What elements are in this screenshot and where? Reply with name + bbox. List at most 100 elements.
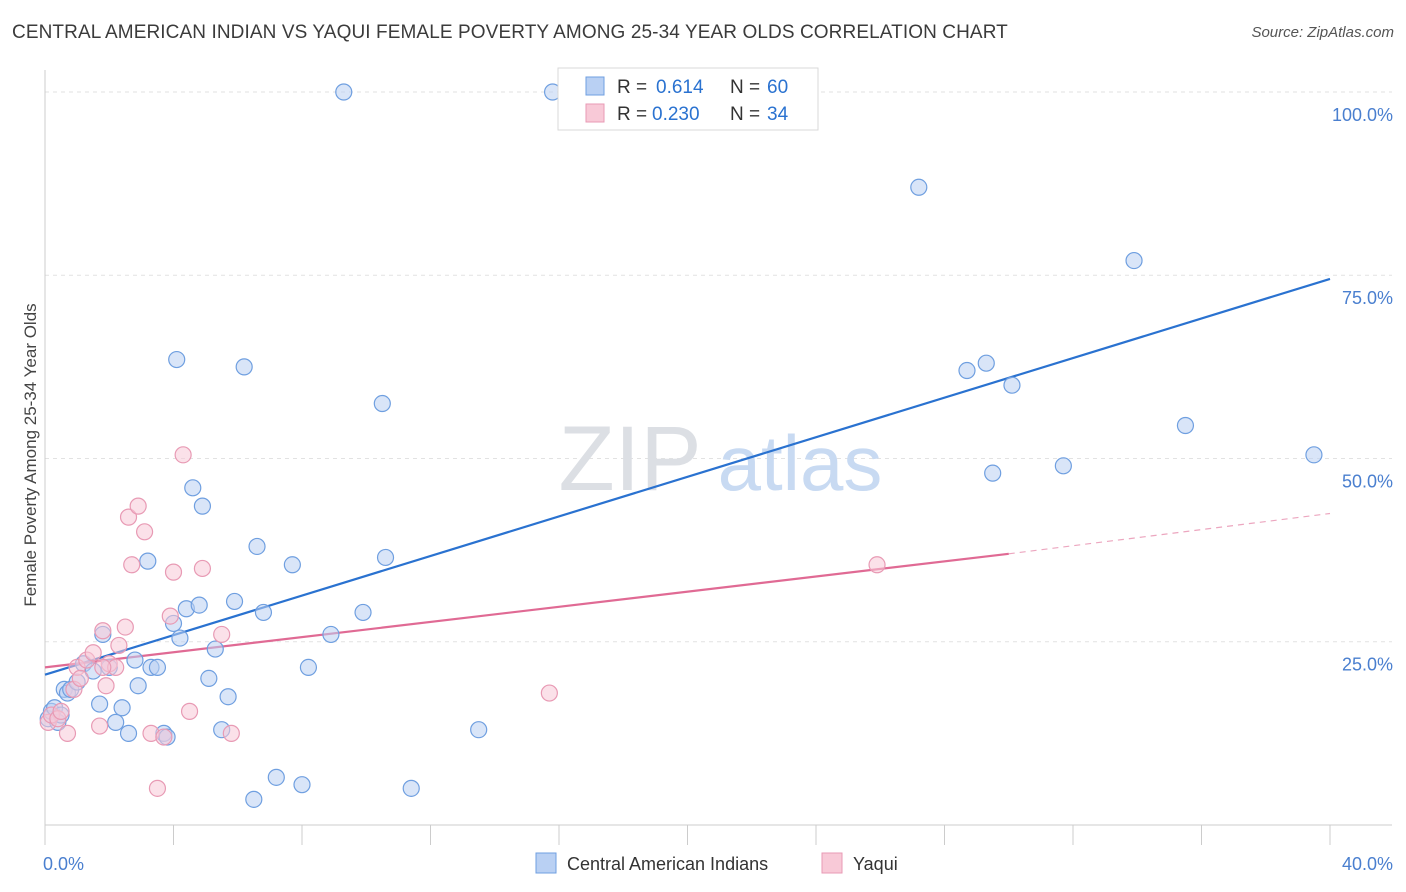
trend-line-yaqui-extrapolated [1008,512,1331,555]
point-central-american-indians [139,552,157,570]
point-yaqui [97,677,115,695]
stats-legend: R = 0.614 N = 60 R = 0.230 N = 34 [557,67,819,131]
point-central-american-indians [129,677,147,695]
y-tick-label: 100.0% [1332,105,1393,125]
point-central-american-indians [148,658,167,677]
x-tick-label: 0.0% [43,854,84,874]
point-central-american-indians [354,603,372,622]
stats-n-value-blue: 60 [767,77,788,98]
stats-n-label-pink: N = [730,104,760,125]
point-central-american-indians [119,724,138,742]
point-central-american-indians [206,640,224,658]
trend-line-central-american-indians [44,277,1331,676]
point-yaqui [119,508,138,526]
point-yaqui [110,636,128,655]
stats-n-label-blue: N = [730,77,760,98]
point-central-american-indians [1176,416,1195,435]
y-tick-label: 50.0% [1342,471,1393,491]
point-yaqui [174,446,192,464]
point-central-american-indians [283,556,301,574]
point-yaqui [123,556,141,574]
point-central-american-indians [171,629,189,647]
x-tick-label: 40.0% [1342,854,1393,874]
point-central-american-indians [1125,251,1143,270]
stats-legend-swatch-blue [585,76,605,96]
x-tick-labels: 0.0% 40.0% [43,854,1393,874]
stats-n-value-pink: 34 [767,104,789,125]
point-central-american-indians [248,537,266,556]
point-central-american-indians [200,669,218,687]
point-yaqui [94,622,112,640]
point-central-american-indians [984,464,1002,482]
point-central-american-indians [219,688,237,706]
point-yaqui [94,658,112,677]
stats-r-value-blue: 0.614 [656,77,704,98]
point-yaqui [52,702,70,720]
stats-r-label-blue: R = [617,77,647,98]
chart-title: CENTRAL AMERICAN INDIAN VS YAQUI FEMALE … [12,22,1008,43]
point-central-american-indians [910,178,928,196]
point-central-american-indians [958,361,976,380]
y-tick-label: 75.0% [1342,288,1393,308]
point-central-american-indians [107,713,125,731]
point-yaqui [129,497,147,515]
chart-source: Source: ZipAtlas.com [1251,24,1394,41]
point-yaqui [193,559,212,578]
y-axis-label: Female Poverty Among 25-34 Year Olds [21,303,40,606]
point-yaqui [91,717,109,735]
legend-swatch-yaqui [821,852,843,874]
point-central-american-indians [193,497,212,515]
trend-line-yaqui [44,552,1009,669]
point-central-american-indians [190,596,208,614]
point-yaqui [180,702,199,720]
stats-legend-swatch-pink [585,103,605,123]
point-yaqui [116,618,134,636]
point-central-american-indians [1003,376,1021,394]
legend-swatch-central-american-indians [535,852,557,874]
point-yaqui [213,625,231,644]
point-central-american-indians [126,651,144,669]
point-central-american-indians [373,394,391,413]
point-yaqui [222,724,240,742]
point-central-american-indians [376,548,395,567]
point-central-american-indians [299,658,318,677]
point-yaqui [161,607,179,625]
point-yaqui [540,684,558,702]
point-central-american-indians [254,603,273,622]
point-central-american-indians [293,776,311,794]
trend-layer [44,277,1331,676]
watermark-atlas: atlas [718,419,883,507]
point-central-american-indians [977,354,995,372]
point-central-american-indians [322,625,340,644]
y-tick-labels: 25.0% 50.0% 75.0% 100.0% [1332,105,1393,675]
series-legend: Central American Indians Yaqui [535,852,898,874]
watermark: ZIP atlas [558,408,882,510]
stats-r-value-pink: 0.230 [652,104,700,125]
point-yaqui [868,556,886,574]
point-central-american-indians [235,358,253,376]
y-tick-label: 25.0% [1342,655,1393,675]
legend-label-yaqui: Yaqui [853,854,898,874]
point-central-american-indians [402,779,420,797]
point-central-american-indians [225,592,244,611]
point-central-american-indians [184,479,202,497]
point-yaqui [71,669,89,687]
point-central-american-indians [1305,446,1323,464]
point-yaqui [135,523,154,541]
point-central-american-indians [335,83,353,101]
point-yaqui [84,644,102,662]
point-yaqui [164,563,183,581]
point-central-american-indians [113,699,131,717]
point-central-american-indians [91,695,109,713]
point-central-american-indians [267,768,285,786]
points-layer [39,83,1323,808]
point-central-american-indians [245,790,263,808]
point-yaqui [155,728,173,746]
point-yaqui [58,724,77,742]
point-central-american-indians [1054,457,1072,475]
point-central-american-indians [470,721,488,739]
watermark-zip: ZIP [558,408,701,510]
point-central-american-indians [168,350,186,369]
